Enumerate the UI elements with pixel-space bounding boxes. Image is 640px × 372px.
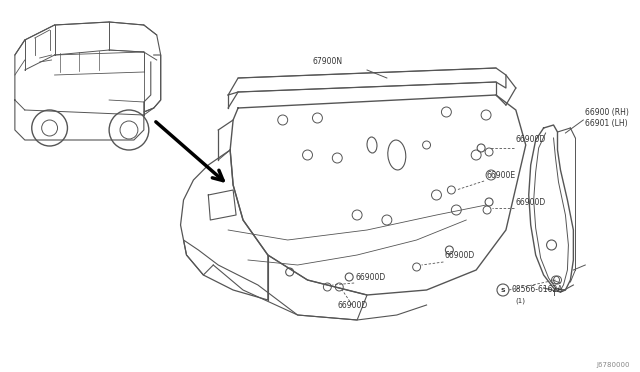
Text: (1): (1) xyxy=(516,297,526,304)
Text: 66900D: 66900D xyxy=(444,251,475,260)
Text: S: S xyxy=(500,288,505,292)
Text: J6780000: J6780000 xyxy=(596,362,630,368)
Text: 66900D: 66900D xyxy=(355,273,385,282)
Text: 66900 (RH): 66900 (RH) xyxy=(585,108,629,117)
Text: 66900D: 66900D xyxy=(337,301,367,310)
Text: 66901 (LH): 66901 (LH) xyxy=(585,119,628,128)
Text: 66900E: 66900E xyxy=(486,171,515,180)
Text: 67900N: 67900N xyxy=(312,57,342,66)
Text: 66900D: 66900D xyxy=(516,198,546,207)
Text: 08566-6162A: 08566-6162A xyxy=(512,285,563,295)
Text: 66900D: 66900D xyxy=(516,135,546,144)
